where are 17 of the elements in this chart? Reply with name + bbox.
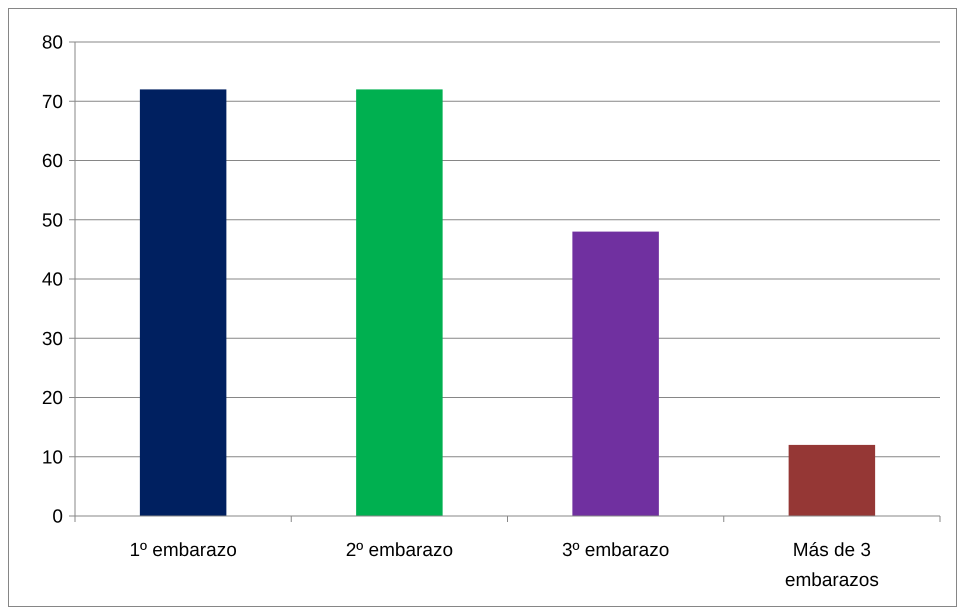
y-tick-label: 10: [42, 447, 63, 468]
y-tick-label: 80: [42, 32, 63, 54]
bar: [140, 89, 226, 516]
bar: [788, 444, 876, 516]
y-tick-label: 40: [42, 270, 63, 291]
x-tick-label: 1º embarazo: [129, 540, 237, 561]
bar: [572, 232, 659, 516]
y-tick-label: 70: [42, 92, 63, 113]
x-tick-label: Más de 3 embarazos: [784, 540, 879, 591]
y-tick-label: 20: [42, 388, 63, 410]
bar: [356, 89, 443, 516]
y-tick-label: 60: [42, 151, 63, 172]
x-tick-label: 2º embarazo: [346, 540, 454, 561]
y-tick-label: 30: [42, 328, 63, 350]
y-tick-label: 0: [52, 506, 63, 528]
x-tick-label: 3º embarazo: [562, 540, 670, 561]
y-tick-label: 50: [42, 210, 63, 232]
